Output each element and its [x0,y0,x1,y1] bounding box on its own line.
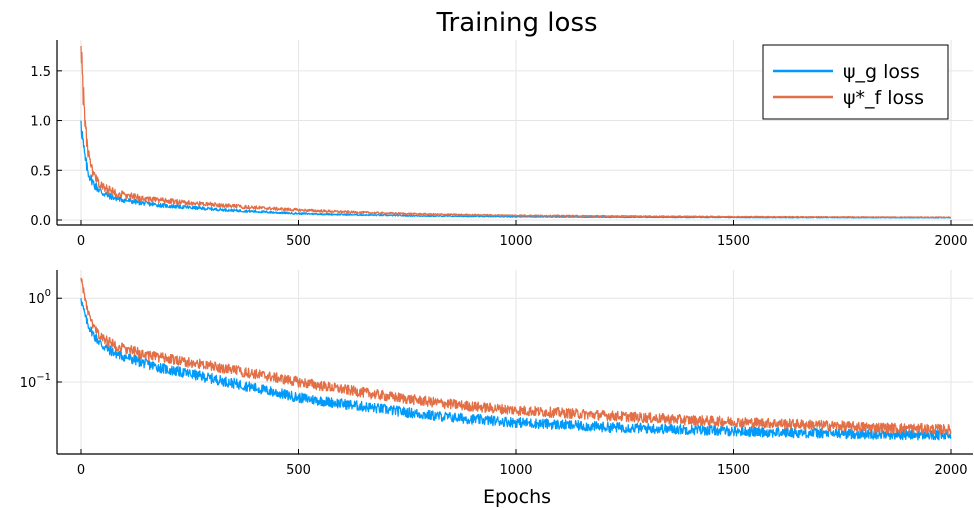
x-tick-label: 1500 [717,463,750,478]
x-axis-label: Epochs [483,486,551,508]
y-tick-label: 1.0 [30,115,51,130]
y-tick-label: 0.5 [30,164,51,179]
linear-loss-panel: 0 500 1000 1500 2000 0.0 0.5 1.0 1.5 [30,40,973,249]
y-tick-label: 1.5 [30,65,51,80]
y-tick-label: 100 [28,288,51,307]
x-tick-label: 500 [286,234,311,249]
y-tick-label: 10−1 [20,372,51,391]
log-loss-panel: 0 500 1000 1500 2000 100 10−1 [20,270,973,478]
legend-label-psi-g: ψ_g loss [843,61,920,83]
legend-label-psi-star-f: ψ*_f loss [843,87,924,109]
x-tick-label: 2000 [934,234,967,249]
series-line-psi-star-f [80,45,952,219]
series-line-psi-g [80,298,952,441]
x-tick-label: 0 [77,463,85,478]
legend: ψ_g loss ψ*_f loss [762,44,949,120]
x-tick-label: 2000 [934,463,967,478]
y-tick-label: 0.0 [30,214,51,229]
series-line-psi-star-f [80,277,952,436]
x-tick-label: 0 [77,234,85,249]
x-tick-label: 1000 [499,234,532,249]
chart-title: Training loss [435,8,597,38]
x-tick-label: 500 [286,463,311,478]
x-tick-label: 1000 [499,463,532,478]
legend-box [762,44,949,120]
x-tick-label: 1500 [717,234,750,249]
